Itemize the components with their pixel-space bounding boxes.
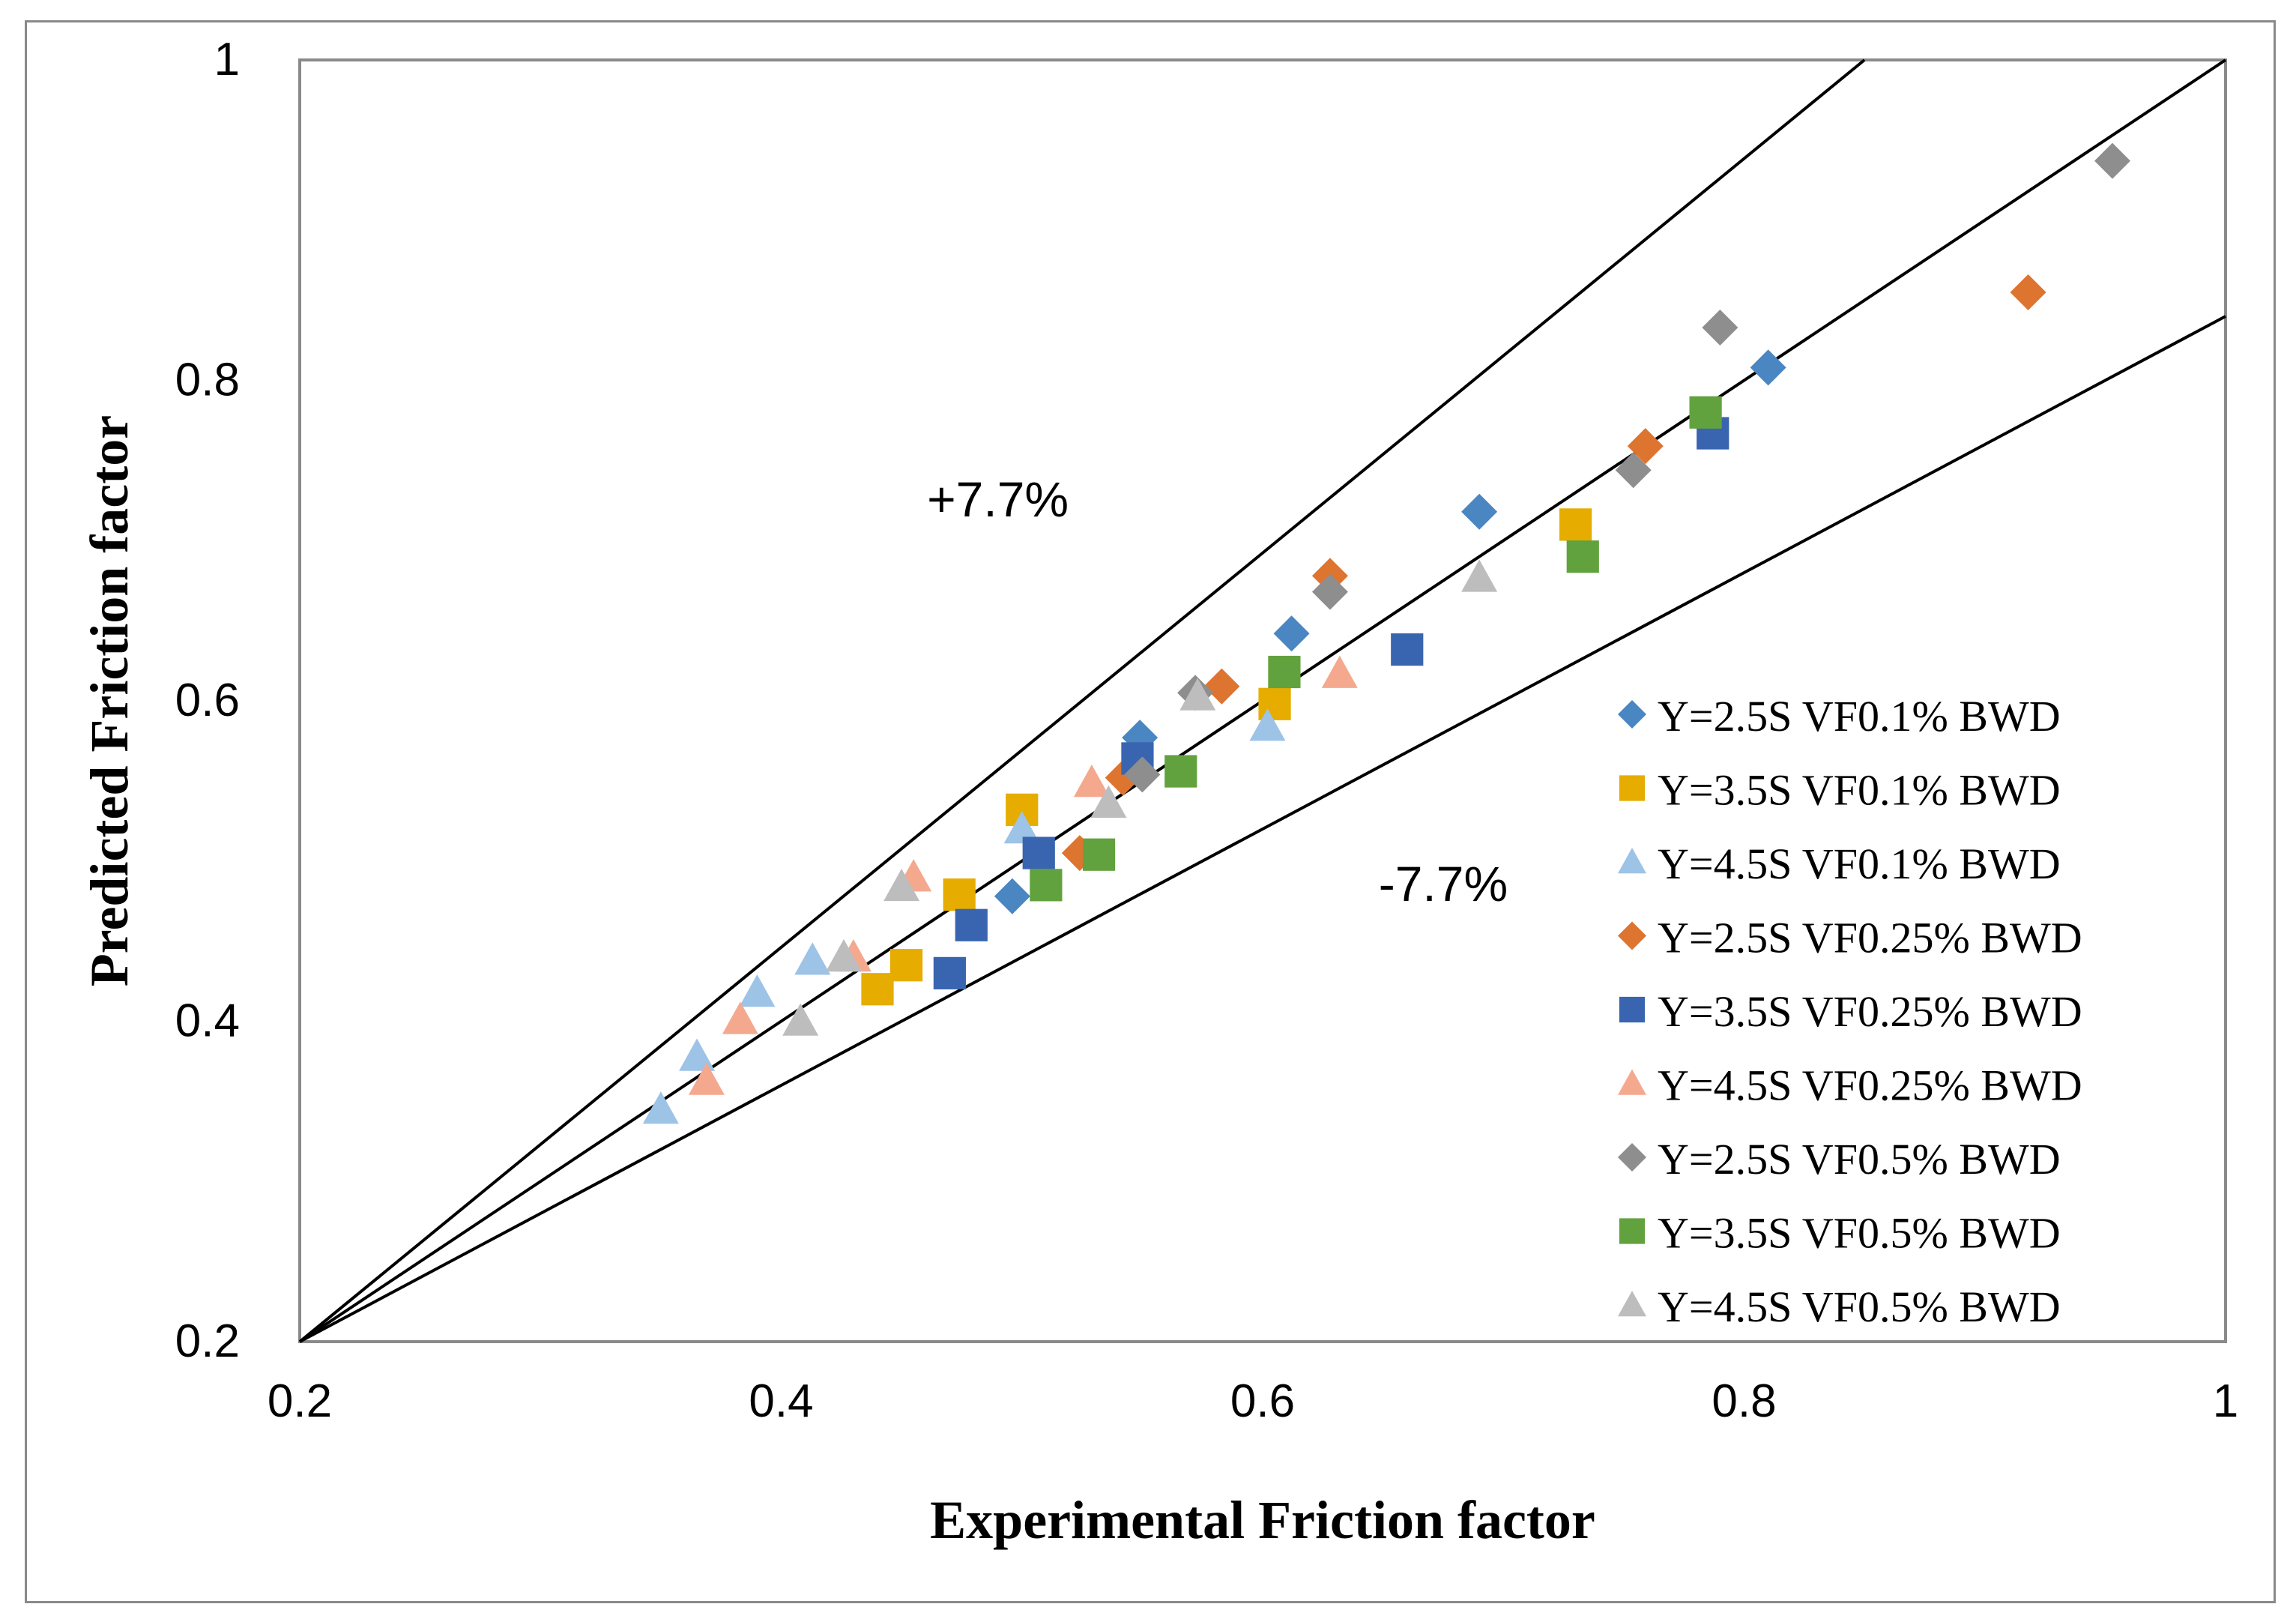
data-point-s2-p5 — [1258, 687, 1291, 720]
legend-label-1: Y=2.5S VF0.1% BWD — [1658, 692, 2061, 741]
legend-marker-6 — [1618, 1069, 1646, 1095]
annotations: +7.7% -7.7% — [927, 471, 1508, 911]
legend-label-8: Y=3.5S VF0.5% BWD — [1658, 1209, 2061, 1258]
y-tick-label-4: 0.8 — [175, 355, 240, 406]
annotation-1: +7.7% — [927, 471, 1069, 527]
axis-ticks: 0.2 0.4 0.6 0.8 1 0.2 0.4 0.6 0.8 1 — [175, 34, 2238, 1427]
x-tick-label-2: 0.4 — [749, 1375, 813, 1427]
data-point-s1-p5 — [1750, 349, 1786, 386]
data-point-s1-p4 — [1461, 493, 1498, 530]
data-point-s2-p3 — [943, 878, 976, 911]
chart-frame — [25, 20, 2276, 1603]
data-point-s3-p5 — [1003, 811, 1040, 844]
data-point-s8-p4 — [1268, 655, 1301, 689]
x-tick-label-3: 0.6 — [1230, 1375, 1295, 1427]
data-point-s5-p3 — [1022, 836, 1055, 869]
y-tick-label-2: 0.4 — [175, 995, 240, 1047]
upper-bound-line — [298, 58, 1866, 1343]
data-point-s9-p3 — [883, 868, 920, 902]
y-tick-label-1: 0.2 — [175, 1315, 240, 1367]
data-point-s9-p1 — [782, 1003, 819, 1036]
data-point-s3-p6 — [1249, 708, 1286, 741]
data-point-s7-p4 — [1615, 452, 1652, 489]
y-tick-label-3: 0.6 — [175, 675, 240, 726]
x-tick-label-4: 0.8 — [1712, 1375, 1776, 1427]
data-point-s3-p2 — [679, 1038, 716, 1071]
data-point-s9-p2 — [826, 939, 862, 972]
data-point-s5-p2 — [955, 908, 988, 941]
legend-marker-9 — [1618, 1291, 1646, 1317]
data-point-s6-p2 — [722, 1001, 758, 1034]
data-point-s6-p6 — [1321, 655, 1358, 688]
legend-label-5: Y=3.5S VF0.25% BWD — [1658, 987, 2082, 1036]
legend-marker-2 — [1619, 775, 1646, 801]
data-point-s5-p5 — [1391, 633, 1424, 666]
data-point-s8-p5 — [1566, 540, 1599, 573]
data-point-s5-p1 — [933, 956, 966, 989]
data-point-s9-p5 — [1179, 678, 1216, 711]
data-point-s2-p1 — [861, 973, 894, 1006]
data-point-s4-p6 — [2010, 274, 2046, 310]
legend: Y=2.5S VF0.1% BWD Y=3.5S VF0.1% BWD Y=4.5S… — [1618, 692, 2082, 1331]
data-point-s8-p1 — [1030, 869, 1063, 902]
data-point-s4-p3 — [1203, 668, 1240, 705]
legend-label-3: Y=4.5S VF0.1% BWD — [1658, 839, 2061, 888]
data-point-s3-p1 — [642, 1091, 679, 1124]
legend-label-9: Y=4.5S VF0.5% BWD — [1658, 1282, 2061, 1331]
x-axis-title: Experimental Friction factor — [930, 1490, 1595, 1550]
annotation-2: -7.7% — [1379, 856, 1508, 911]
data-point-s7-p1 — [1124, 756, 1161, 793]
data-points — [642, 142, 2131, 1124]
legend-label-4: Y=2.5S VF0.25% BWD — [1658, 914, 2082, 962]
data-point-s7-p3 — [1311, 573, 1348, 610]
data-point-s9-p6 — [1461, 559, 1498, 592]
data-point-s7-p5 — [1702, 309, 1738, 346]
data-point-s8-p3 — [1164, 755, 1197, 788]
plot-area — [298, 58, 2227, 1343]
data-point-s6-p5 — [1073, 765, 1110, 798]
legend-marker-1 — [1618, 700, 1646, 729]
legend-label-7: Y=2.5S VF0.5% BWD — [1658, 1135, 2061, 1184]
x-tick-label-1: 0.2 — [268, 1375, 332, 1427]
data-point-s2-p6 — [1559, 508, 1592, 541]
legend-label-6: Y=4.5S VF0.25% BWD — [1658, 1061, 2082, 1110]
lower-bound-line — [299, 315, 2226, 1343]
data-point-s3-p3 — [739, 974, 776, 1007]
data-point-s6-p1 — [688, 1062, 725, 1095]
data-point-s3-p4 — [794, 942, 831, 975]
data-point-s4-p5 — [1627, 428, 1664, 465]
x-tick-label-5: 1 — [2213, 1375, 2238, 1427]
legend-marker-7 — [1618, 1143, 1646, 1172]
data-point-s1-p3 — [1273, 615, 1310, 652]
y-axis-title: Predicted Friction factor — [79, 415, 139, 986]
data-point-s9-p4 — [1090, 785, 1127, 818]
data-point-s8-p6 — [1689, 396, 1722, 429]
legend-marker-4 — [1618, 921, 1646, 950]
legend-marker-8 — [1619, 1218, 1646, 1244]
data-point-s7-p6 — [2094, 142, 2131, 179]
data-point-s2-p2 — [889, 949, 923, 982]
data-point-s1-p1 — [994, 878, 1030, 914]
legend-marker-3 — [1618, 848, 1646, 874]
legend-marker-5 — [1619, 996, 1646, 1023]
legend-label-2: Y=3.5S VF0.1% BWD — [1658, 766, 2061, 815]
y-tick-label-5: 1 — [214, 34, 240, 85]
data-point-s8-p2 — [1082, 838, 1116, 871]
